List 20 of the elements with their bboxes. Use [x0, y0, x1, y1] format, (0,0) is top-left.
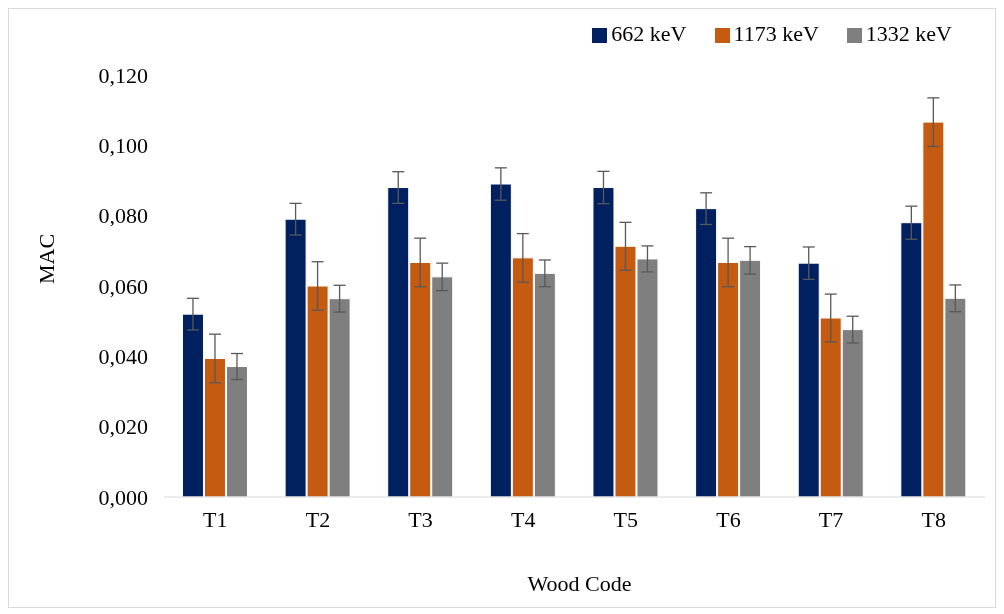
y-tick-label: 0,080	[98, 203, 148, 229]
legend-label: 1332 keV	[865, 21, 952, 46]
y-tick-label: 0,100	[98, 133, 148, 159]
y-axis-title: MAC	[34, 233, 60, 285]
x-tick-label: T8	[921, 506, 946, 532]
legend-label: 662 keV	[611, 21, 687, 46]
y-tick-label: 0,040	[98, 344, 148, 370]
x-tick-label: T3	[408, 506, 433, 532]
x-tick-label: T1	[203, 506, 228, 532]
x-tick-label: T6	[716, 506, 741, 532]
legend-label: 1173 keV	[733, 21, 819, 46]
y-tick-label: 0,060	[98, 273, 148, 299]
y-tick-label: 0,120	[98, 62, 148, 88]
x-tick-label: T2	[305, 506, 331, 532]
x-tick-label: T7	[818, 506, 844, 532]
x-tick-label: T5	[613, 506, 639, 532]
x-tick-label: T4	[510, 506, 536, 532]
y-tick-label: 0,020	[98, 414, 148, 440]
y-tick-label: 0,000	[98, 484, 148, 510]
x-axis-title: Wood Code	[526, 571, 633, 597]
